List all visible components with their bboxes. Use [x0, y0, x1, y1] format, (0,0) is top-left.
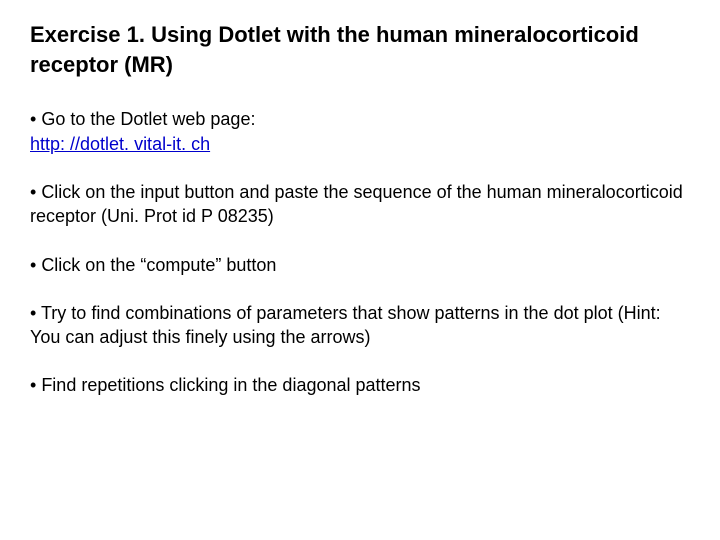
item-text: Click on the “compute” button — [41, 255, 276, 275]
bullet-prefix: • — [30, 375, 41, 395]
list-item: • Go to the Dotlet web page: http: //dot… — [30, 107, 690, 156]
list-item: • Find repetitions clicking in the diago… — [30, 373, 690, 397]
list-item: • Try to find combinations of parameters… — [30, 301, 690, 350]
bullet-prefix: • — [30, 255, 41, 275]
item-text: Try to find combinations of parameters t… — [30, 303, 661, 347]
item-text: Find repetitions clicking in the diagona… — [41, 375, 420, 395]
bullet-prefix: • — [30, 303, 41, 323]
bullet-prefix: • — [30, 109, 41, 129]
bullet-prefix: • — [30, 182, 41, 202]
list-item: • Click on the input button and paste th… — [30, 180, 690, 229]
item-text: Go to the Dotlet web page: — [41, 109, 255, 129]
exercise-title: Exercise 1. Using Dotlet with the human … — [30, 20, 690, 79]
item-text: Click on the input button and paste the … — [30, 182, 683, 226]
list-item: • Click on the “compute” button — [30, 253, 690, 277]
dotlet-link[interactable]: http: //dotlet. vital-it. ch — [30, 134, 210, 154]
